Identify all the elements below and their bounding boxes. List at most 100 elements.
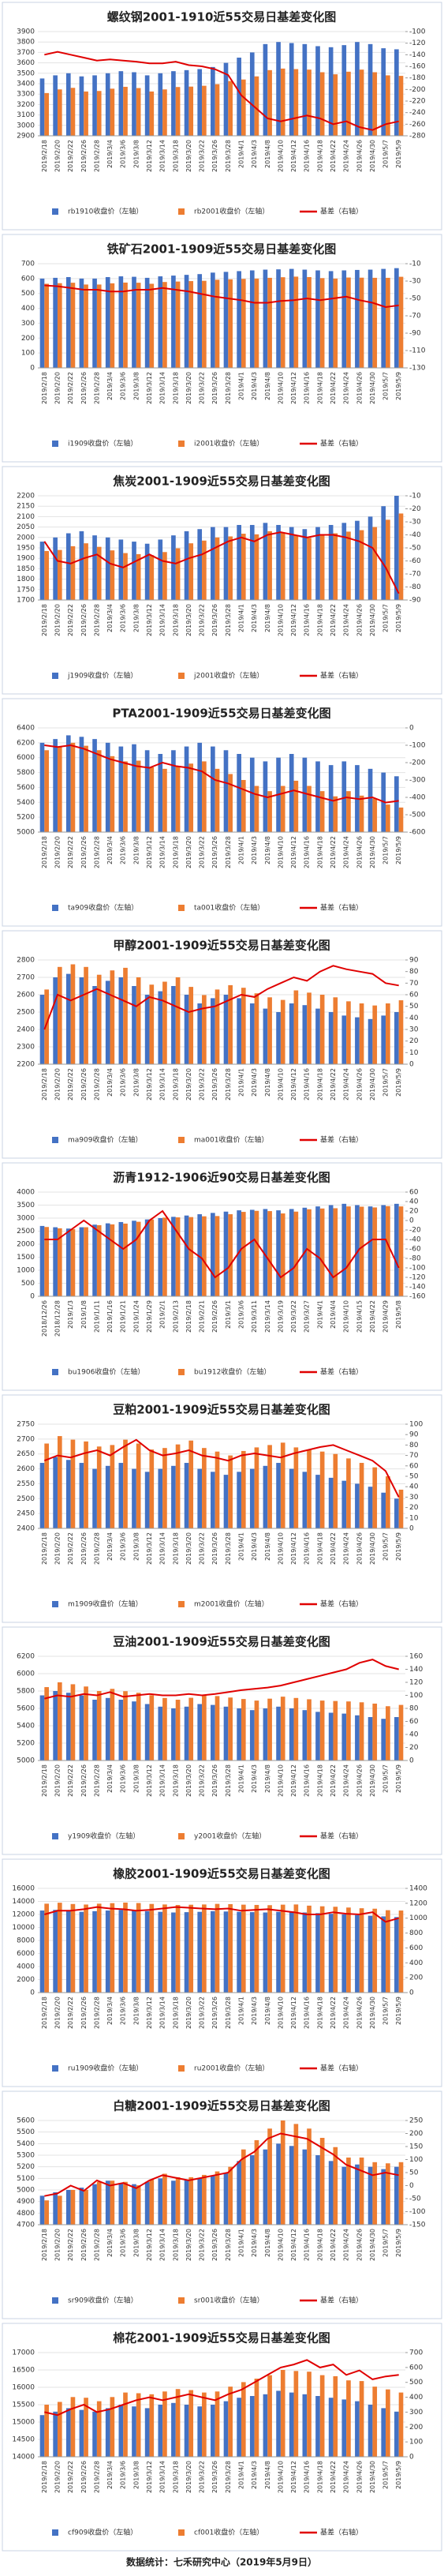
bar [158,539,163,600]
y2-tick-label: -50 [409,295,421,303]
x-tick-label: 2019/4/18 [316,1997,323,2029]
bar [53,1691,58,1760]
x-tick-label: 2019/3/8 [132,1532,140,1561]
bar [92,1700,97,1760]
bar [39,2195,45,2225]
x-tick-label: 2019/4/1 [237,836,244,864]
bar [39,78,45,136]
y-tick-label: 3000 [17,1215,35,1223]
bar [237,524,241,600]
bar [333,533,338,600]
bar [162,1697,167,1760]
bar [144,2181,150,2225]
bar [254,2139,259,2225]
x-tick-label: 2019/4/12 [290,836,297,868]
bar [359,1003,364,1064]
bar [276,1463,281,1528]
y2-tick-label: 0 [409,2182,414,2190]
bar [123,1223,128,1296]
bar [241,1699,246,1760]
y-tick-label: 14500 [12,2436,35,2444]
bar [70,2190,76,2225]
legend-label: sr001收盘价（左轴） [194,2296,264,2305]
y-tick-label: 2000 [17,1976,35,1984]
legend-swatch [178,1601,185,1607]
bar [197,2178,203,2225]
x-tick-label: 2019/5/7 [382,140,390,168]
x-tick-label: 2019/4/3 [251,372,258,400]
y2-tick-label: 0 [409,1989,414,1997]
y-tick-label: 4000 [17,1963,35,1971]
x-tick-label: 2019/3/14 [264,1300,271,1333]
bar [280,1904,285,1993]
bar [197,1003,203,1064]
x-tick-label: 2019/4/12 [290,1997,297,2029]
x-tick-label: 2019/4/8 [264,2229,271,2257]
x-tick-label: 2019/4/15 [356,1300,363,1333]
x-tick-label: 2019/4/8 [264,140,271,168]
x-tick-label: 2019/2/18 [41,604,48,636]
y2-tick-label: 250 [409,2117,423,2125]
bar [184,1706,189,1760]
legend-label: i2001收盘价（左轴） [194,439,263,448]
bar [241,988,246,1064]
bar [368,2166,373,2225]
x-tick-label: 2019/3/27 [304,1300,311,1333]
bar [228,2166,233,2225]
bar [92,1910,97,1993]
bar [79,531,84,600]
x-tick-label: 2019/5/9 [395,2229,402,2257]
bar [132,986,136,1064]
y-tick-label: 15000 [12,2419,35,2427]
legend-label: 基差（右轴） [320,439,363,448]
bar [123,967,128,1064]
bar [197,274,203,368]
x-tick-label: 2019/4/16 [304,372,311,404]
bar [223,1211,229,1296]
bar [254,1210,259,1296]
y2-tick-label: -70 [409,571,421,579]
y-tick-label: 500 [21,290,35,298]
bar [65,1693,71,1760]
x-tick-label: 2019/4/3 [251,140,258,168]
bar [215,989,220,1064]
y-tick-label: 2600 [17,1465,35,1473]
legend-swatch [178,673,185,679]
y2-tick-label: 0 [409,725,414,733]
bar [328,524,334,600]
x-tick-label: 2019/4/8 [264,1068,271,1097]
bar [280,999,285,1064]
x-tick-label: 2019/5/9 [395,1764,402,1793]
x-tick-label: 2019/4/1 [237,1997,244,2025]
bar [398,1206,404,1296]
bar [70,964,76,1064]
bar [144,1219,150,1296]
bar [319,1700,325,1760]
bar [44,1687,49,1760]
x-tick-label: 2019/5/7 [382,604,390,632]
x-tick-label: 2019/5/9 [395,1997,402,2025]
y2-tick-label: -100 [409,1265,426,1273]
x-tick-label: 2019/4/16 [304,836,311,868]
bar [249,52,255,136]
bar [359,795,364,832]
y-tick-label: 2000 [17,1241,35,1249]
x-tick-label: 2019/3/12 [146,372,153,404]
y-tick-label: 3000 [17,122,35,129]
x-tick-label: 2019/3/12 [146,2461,153,2493]
bar [92,535,97,600]
bar [386,277,390,368]
x-tick-label: 2019/3/4 [106,604,114,632]
x-tick-label: 2019/2/28 [93,604,100,636]
bar [276,2390,281,2457]
bar [254,2379,259,2457]
bar [184,2179,189,2225]
bar [215,768,220,832]
y-tick-label: 2500 [17,1009,35,1017]
y-tick-label: 5000 [17,2187,35,2195]
y2-tick-label: 40 [409,1014,419,1022]
x-tick-label: 2019/3/28 [225,1532,232,1565]
bar [241,1212,246,1296]
y-tick-label: 2800 [17,957,35,965]
bar [307,1699,312,1760]
